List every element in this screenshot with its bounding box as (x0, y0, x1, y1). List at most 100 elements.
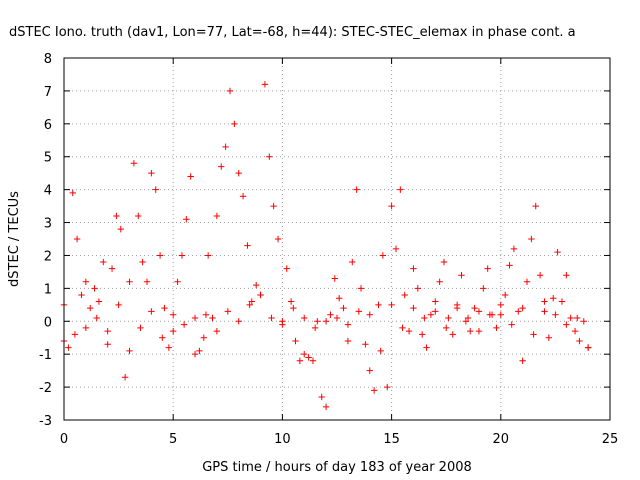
y-tick-label: 0 (44, 315, 52, 330)
data-point (159, 334, 166, 341)
data-point (563, 272, 570, 279)
data-point (532, 202, 539, 210)
y-tick-labels: -3 -2 -1 0 1 2 3 4 5 6 7 8 (39, 52, 52, 429)
data-point (191, 350, 199, 358)
data-point (340, 304, 347, 312)
x-tick-label: 25 (602, 432, 619, 447)
data-point (423, 344, 430, 351)
data-point (209, 314, 216, 322)
data-point (388, 301, 395, 309)
data-point (104, 341, 111, 348)
data-point (475, 308, 483, 315)
data-point (252, 281, 260, 289)
data-point (453, 304, 461, 312)
data-point (493, 324, 500, 332)
data-point (567, 314, 574, 322)
data-point (87, 304, 94, 312)
data-point (335, 295, 343, 302)
data-point (152, 186, 159, 193)
data-point (506, 262, 513, 269)
data-point (353, 186, 360, 193)
data-point (248, 298, 256, 305)
data-point (519, 357, 526, 364)
data-point (563, 321, 570, 328)
data-point (480, 285, 487, 292)
data-point (235, 169, 242, 177)
data-point (235, 318, 242, 325)
data-point (161, 304, 168, 312)
data-point (213, 327, 221, 335)
x-tick-label: 15 (383, 432, 400, 447)
data-point (292, 337, 299, 345)
data-point (471, 304, 478, 312)
data-point (126, 278, 133, 285)
data-point (283, 265, 290, 272)
data-point (174, 278, 181, 285)
data-point (443, 324, 450, 332)
data-point (475, 327, 483, 335)
data-point (113, 212, 120, 220)
data-point (126, 347, 133, 355)
y-tick-label: 8 (44, 52, 52, 67)
x-tick-label: 5 (169, 432, 177, 447)
y-tick-label: -3 (39, 414, 52, 429)
data-point (467, 327, 474, 335)
data-point (183, 216, 190, 223)
data-point (392, 245, 400, 253)
data-point (370, 387, 378, 394)
data-point (268, 314, 275, 322)
data-point (178, 252, 186, 259)
x-tick-label: 10 (274, 432, 291, 447)
y-tick-label: -2 (39, 381, 52, 396)
y-tick-label: 1 (44, 282, 52, 297)
data-point (65, 344, 72, 351)
data-point (139, 258, 146, 266)
data-point (418, 331, 426, 338)
data-point (180, 321, 188, 328)
data-point (421, 314, 428, 322)
data-point (318, 393, 325, 401)
data-point (246, 301, 253, 309)
data-point (379, 252, 387, 259)
data-point (377, 347, 384, 355)
data-point (117, 225, 124, 233)
data-point (93, 314, 100, 322)
data-point (130, 160, 138, 167)
data-point (82, 278, 90, 285)
data-point (239, 193, 247, 200)
data-point (432, 308, 439, 315)
data-point (156, 252, 164, 259)
data-point (296, 357, 304, 364)
x-tick-label: 20 (493, 432, 510, 447)
data-point (82, 324, 90, 332)
data-point (301, 314, 308, 322)
data-point (432, 298, 439, 305)
data-point (301, 350, 308, 358)
data-point (399, 324, 406, 332)
data-point (287, 298, 295, 305)
data-point (541, 298, 548, 305)
data-point (71, 331, 79, 338)
data-point (143, 278, 151, 285)
data-point (95, 298, 103, 305)
data-point (405, 327, 413, 335)
data-point (165, 344, 173, 351)
data-point (344, 321, 352, 328)
y-tick-label: -1 (39, 348, 52, 363)
data-point (427, 311, 435, 318)
data-point (187, 173, 194, 180)
data-point (501, 291, 509, 299)
data-point (91, 285, 98, 292)
data-point (121, 374, 129, 381)
data-point (464, 314, 472, 322)
data-point (108, 265, 116, 272)
data-point (331, 275, 339, 282)
data-point (322, 318, 330, 325)
data-point (322, 403, 330, 411)
data-point (204, 252, 212, 259)
data-point (311, 324, 319, 332)
data-point (290, 304, 297, 312)
data-point (148, 308, 155, 315)
data-point (314, 318, 321, 325)
data-point (305, 354, 312, 361)
